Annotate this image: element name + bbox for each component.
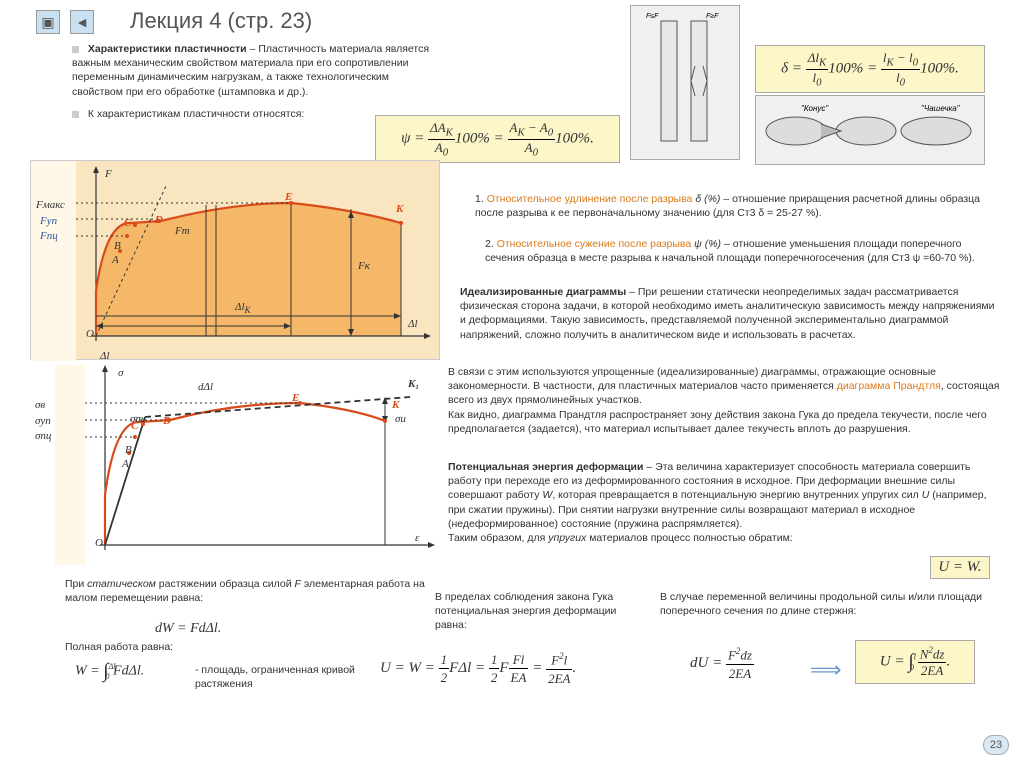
- chart1-Fmax: Fмакс: [36, 199, 65, 211]
- chart2-eps: ε: [415, 532, 419, 544]
- chart1-Fpc: Fпц: [40, 230, 58, 242]
- svg-text:"Чашечка": "Чашечка": [921, 104, 961, 113]
- chart2-B: B: [125, 444, 132, 456]
- chart2-D: D: [163, 415, 171, 427]
- chart2-sigma: σ: [118, 367, 123, 379]
- chart2-A: A: [122, 458, 129, 470]
- variable-label: В случае переменной величины продольной …: [660, 590, 990, 618]
- formula-dU: dU = F2dz2EA: [690, 645, 754, 682]
- formula-UW: U = W.: [930, 556, 990, 579]
- chart1-B: B: [114, 240, 121, 252]
- chart2-si: σи: [395, 413, 406, 425]
- chart2-K: K: [392, 399, 399, 411]
- chart2-O: O: [95, 537, 103, 549]
- idealized-block: Идеализированные диаграммы – При решении…: [460, 285, 1000, 342]
- formula-psi: ψ = ΔAKA0100% = AK − A0A0100%.: [375, 115, 620, 163]
- chart1-dl: Δl: [408, 318, 418, 330]
- chart2-sup: σуп: [35, 415, 51, 427]
- intro-line2: К характеристикам пластичности относятся…: [72, 108, 372, 120]
- hooke-label: В пределах соблюдения закона Гука потенц…: [435, 590, 625, 633]
- chart1-D: D: [155, 214, 163, 226]
- chart2-spc: σпц: [35, 430, 51, 442]
- chart1-O: O: [86, 328, 94, 340]
- bullet-icon: [72, 46, 79, 53]
- formula-delta: δ = ΔlKl0100% = lK − l0l0100%.: [755, 45, 985, 93]
- chart-stress-strain: [55, 365, 435, 565]
- definition-2: 2. Относительное сужение после разрыва ψ…: [485, 237, 995, 265]
- chart2-ddl: dΔl: [198, 381, 213, 393]
- svg-text:"Конус": "Конус": [801, 104, 829, 113]
- illustration-fracture: "Конус" "Чашечка": [755, 95, 985, 165]
- chart2-K1: K₁: [408, 378, 419, 390]
- chart2-sv: σв: [35, 399, 45, 411]
- nav-home-button[interactable]: ▣: [36, 10, 60, 34]
- specimen-diagram-icon: F≤F F≥F: [631, 6, 741, 161]
- fracture-diagram-icon: "Конус" "Чашечка": [756, 96, 986, 166]
- chart2-E: E: [292, 392, 299, 404]
- static-block: При статическом растяжении образца силой…: [65, 577, 425, 605]
- svg-text:F≤F: F≤F: [646, 13, 659, 20]
- formula-U-integral: U = ∫l0 N2dz2EA.: [855, 640, 975, 684]
- formula-dW: dW = FdΔl.: [155, 620, 221, 639]
- chart1-K: K: [396, 203, 403, 215]
- chart1-C: C: [124, 217, 131, 229]
- chart1-dl-bottom: Δl: [100, 350, 110, 362]
- svg-text:F≥F: F≥F: [706, 13, 719, 20]
- page-title: Лекция 4 (стр. 23): [130, 8, 312, 34]
- formula-U: U = W = 12FΔl = 12FFlEA = F2l2EA.: [380, 650, 576, 687]
- arrow-icon: ⟹: [810, 655, 842, 685]
- illustration-specimen: F≤F F≥F: [630, 5, 740, 160]
- chart1-F: F: [105, 168, 112, 180]
- energy-block: Потенциальная энергия деформации – Эта в…: [448, 460, 988, 545]
- full-work-label: Полная работа равна:: [65, 640, 265, 654]
- area-note: - площадь, ограниченная кривой растяжени…: [195, 663, 355, 691]
- nav-back-button[interactable]: ◄: [70, 10, 94, 34]
- chart1-Fk: Fк: [358, 260, 370, 272]
- intro-paragraph: Характеристики пластичности – Пластичнос…: [72, 42, 442, 99]
- chart1-A: A: [112, 254, 119, 266]
- chart2-C: C: [131, 420, 138, 432]
- chart1-E: E: [285, 191, 292, 203]
- prandtl-block: В связи с этим используются упрощенные (…: [448, 365, 1003, 436]
- chart1-Fup: Fуп: [40, 215, 57, 227]
- page-number: 23: [983, 735, 1009, 755]
- definition-1: 1. Относительное удлинение после разрыва…: [475, 192, 985, 220]
- bullet-icon: [72, 111, 79, 118]
- chart1-dlK: ΔlK: [235, 301, 251, 315]
- chart1-Ft: Fт: [175, 225, 190, 237]
- formula-W-integral: W = ∫Δl0 FdΔl.: [75, 658, 144, 685]
- intro-heading: Характеристики пластичности: [88, 43, 247, 55]
